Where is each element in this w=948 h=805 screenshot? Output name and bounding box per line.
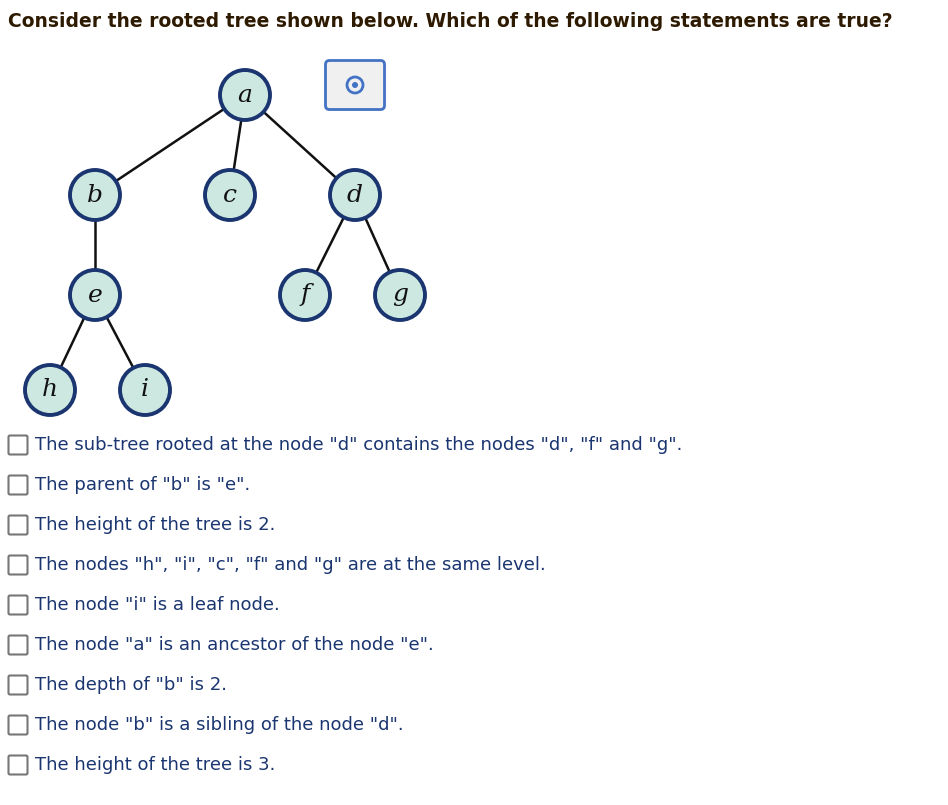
FancyBboxPatch shape [9, 436, 27, 455]
Text: a: a [238, 84, 252, 106]
Circle shape [352, 82, 358, 88]
Text: Consider the rooted tree shown below. Which of the following statements are true: Consider the rooted tree shown below. Wh… [8, 12, 893, 31]
FancyBboxPatch shape [9, 675, 27, 695]
Text: b: b [87, 184, 103, 207]
Circle shape [375, 270, 425, 320]
Circle shape [25, 365, 75, 415]
Text: i: i [141, 378, 149, 402]
Text: The sub-tree rooted at the node "d" contains the nodes "d", "f" and "g".: The sub-tree rooted at the node "d" cont… [35, 436, 683, 454]
Text: The nodes "h", "i", "c", "f" and "g" are at the same level.: The nodes "h", "i", "c", "f" and "g" are… [35, 556, 546, 574]
FancyBboxPatch shape [9, 555, 27, 575]
Text: The depth of "b" is 2.: The depth of "b" is 2. [35, 676, 227, 694]
Circle shape [205, 170, 255, 220]
Text: The node "i" is a leaf node.: The node "i" is a leaf node. [35, 596, 280, 614]
FancyBboxPatch shape [9, 596, 27, 614]
Text: f: f [301, 283, 310, 307]
Circle shape [70, 170, 120, 220]
Circle shape [70, 270, 120, 320]
FancyBboxPatch shape [9, 756, 27, 774]
Text: The node "b" is a sibling of the node "d".: The node "b" is a sibling of the node "d… [35, 716, 404, 734]
Text: The height of the tree is 2.: The height of the tree is 2. [35, 516, 275, 534]
FancyBboxPatch shape [9, 476, 27, 494]
FancyBboxPatch shape [324, 60, 386, 110]
FancyBboxPatch shape [9, 716, 27, 734]
Text: The node "a" is an ancestor of the node "e".: The node "a" is an ancestor of the node … [35, 636, 434, 654]
Circle shape [330, 170, 380, 220]
Circle shape [220, 70, 270, 120]
FancyBboxPatch shape [9, 635, 27, 654]
FancyBboxPatch shape [9, 515, 27, 535]
Text: h: h [42, 378, 58, 402]
Text: e: e [87, 283, 102, 307]
Text: The parent of "b" is "e".: The parent of "b" is "e". [35, 476, 250, 494]
Circle shape [120, 365, 170, 415]
Text: d: d [347, 184, 363, 207]
Circle shape [280, 270, 330, 320]
Text: c: c [223, 184, 237, 207]
Text: g: g [392, 283, 408, 307]
Text: The height of the tree is 3.: The height of the tree is 3. [35, 756, 275, 774]
